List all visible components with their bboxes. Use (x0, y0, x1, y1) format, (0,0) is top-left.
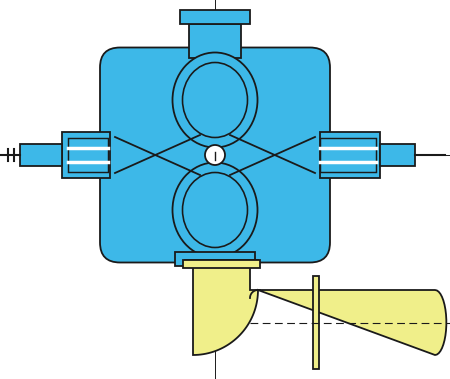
Polygon shape (380, 144, 415, 166)
Polygon shape (180, 10, 250, 24)
Polygon shape (175, 252, 255, 266)
Circle shape (205, 145, 225, 165)
Polygon shape (185, 260, 258, 266)
Polygon shape (189, 24, 241, 58)
FancyBboxPatch shape (100, 47, 330, 263)
Polygon shape (320, 138, 376, 172)
Bar (313, 276, 319, 369)
Polygon shape (193, 265, 446, 355)
Ellipse shape (172, 163, 257, 257)
Polygon shape (320, 132, 380, 178)
Ellipse shape (172, 53, 257, 147)
Polygon shape (62, 132, 110, 178)
Polygon shape (20, 144, 62, 166)
Polygon shape (183, 260, 260, 268)
Polygon shape (68, 138, 108, 172)
